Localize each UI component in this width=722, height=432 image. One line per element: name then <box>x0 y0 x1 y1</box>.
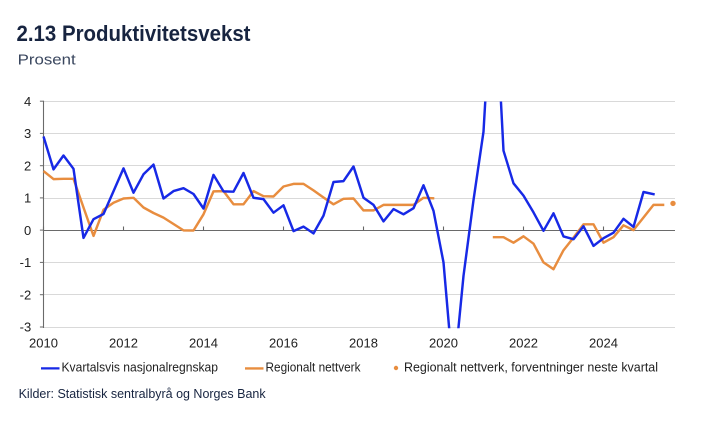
svg-text:-2: -2 <box>20 287 32 302</box>
svg-text:Regionalt nettverk, forventnin: Regionalt nettverk, forventninger neste … <box>404 361 658 375</box>
svg-text:Prosent: Prosent <box>18 52 76 68</box>
svg-text:2010: 2010 <box>29 336 58 351</box>
svg-text:-1: -1 <box>20 255 32 270</box>
svg-text:2.13 Produktivitetsvekst: 2.13 Produktivitetsvekst <box>17 21 251 46</box>
svg-text:Kvartalsvis nasjonalregnskap: Kvartalsvis nasjonalregnskap <box>62 361 219 375</box>
svg-text:Regionalt nettverk: Regionalt nettverk <box>266 361 362 375</box>
svg-text:2016: 2016 <box>269 336 298 351</box>
svg-text:2022: 2022 <box>509 336 538 351</box>
svg-text:0: 0 <box>24 223 31 238</box>
svg-text:4: 4 <box>24 94 31 109</box>
svg-text:2: 2 <box>24 158 31 173</box>
svg-text:2018: 2018 <box>349 336 378 351</box>
svg-text:2012: 2012 <box>109 336 138 351</box>
svg-text:2024: 2024 <box>589 336 618 351</box>
svg-text:-3: -3 <box>20 320 32 335</box>
svg-text:2014: 2014 <box>189 336 218 351</box>
svg-text:2020: 2020 <box>429 336 458 351</box>
svg-text:3: 3 <box>24 126 31 141</box>
svg-text:Kilder: Statistisk sentralbyrå: Kilder: Statistisk sentralbyrå og Norges… <box>19 386 266 401</box>
svg-text:1: 1 <box>24 191 31 206</box>
